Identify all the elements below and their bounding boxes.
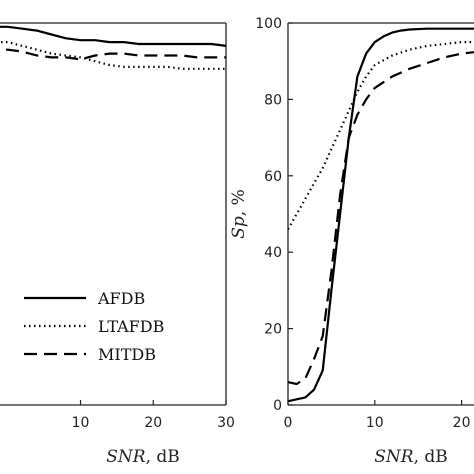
y-tick-label: 20 [264, 322, 282, 338]
legend-label-afdb: AFDB [97, 289, 145, 308]
x-tick-label: 10 [72, 415, 90, 431]
y-tick-label: 0 [273, 398, 282, 414]
legend-label-ltafdb: LTAFDB [98, 317, 164, 336]
y-axis-label-variable: Sp [229, 216, 249, 239]
series-line-ltafdb [0, 41, 226, 70]
y-tick-label: 100 [255, 16, 282, 32]
right-panel: 0 10 20 0 20 40 60 80 100 SNR, dB Sp, % [229, 16, 474, 467]
y-axis-label-unit: , % [229, 189, 249, 216]
x-tick-label: 30 [217, 415, 235, 431]
x-tick-label: 20 [453, 415, 471, 431]
series-line-mitdb [288, 51, 474, 386]
series-line-ltafdb [288, 41, 474, 230]
x-axis-label-variable: SNR [106, 447, 146, 467]
x-axis-label: SNR, dB [374, 447, 448, 467]
y-tick-label: 80 [264, 92, 282, 108]
series-line-afdb [288, 27, 474, 403]
x-tick-label: 0 [284, 415, 293, 431]
series-line-afdb [0, 25, 226, 47]
x-tick-label: 10 [366, 415, 384, 431]
x-axis-label-unit: , dB [146, 447, 180, 467]
legend-label-mitdb: MITDB [98, 345, 156, 364]
y-tick-label: 40 [264, 245, 282, 261]
left-panel: 10 20 30 SNR, dB AFDB LTAFDB MITDB [0, 22, 235, 467]
x-axis-label-variable: SNR [374, 447, 414, 467]
x-axis-label: SNR, dB [106, 447, 180, 467]
y-axis-label: Sp, % [229, 189, 249, 239]
y-tick-label: 60 [264, 169, 282, 185]
series-line-mitdb [0, 48, 226, 61]
x-axis-label-unit: , dB [414, 447, 448, 467]
x-tick-label: 20 [144, 415, 162, 431]
